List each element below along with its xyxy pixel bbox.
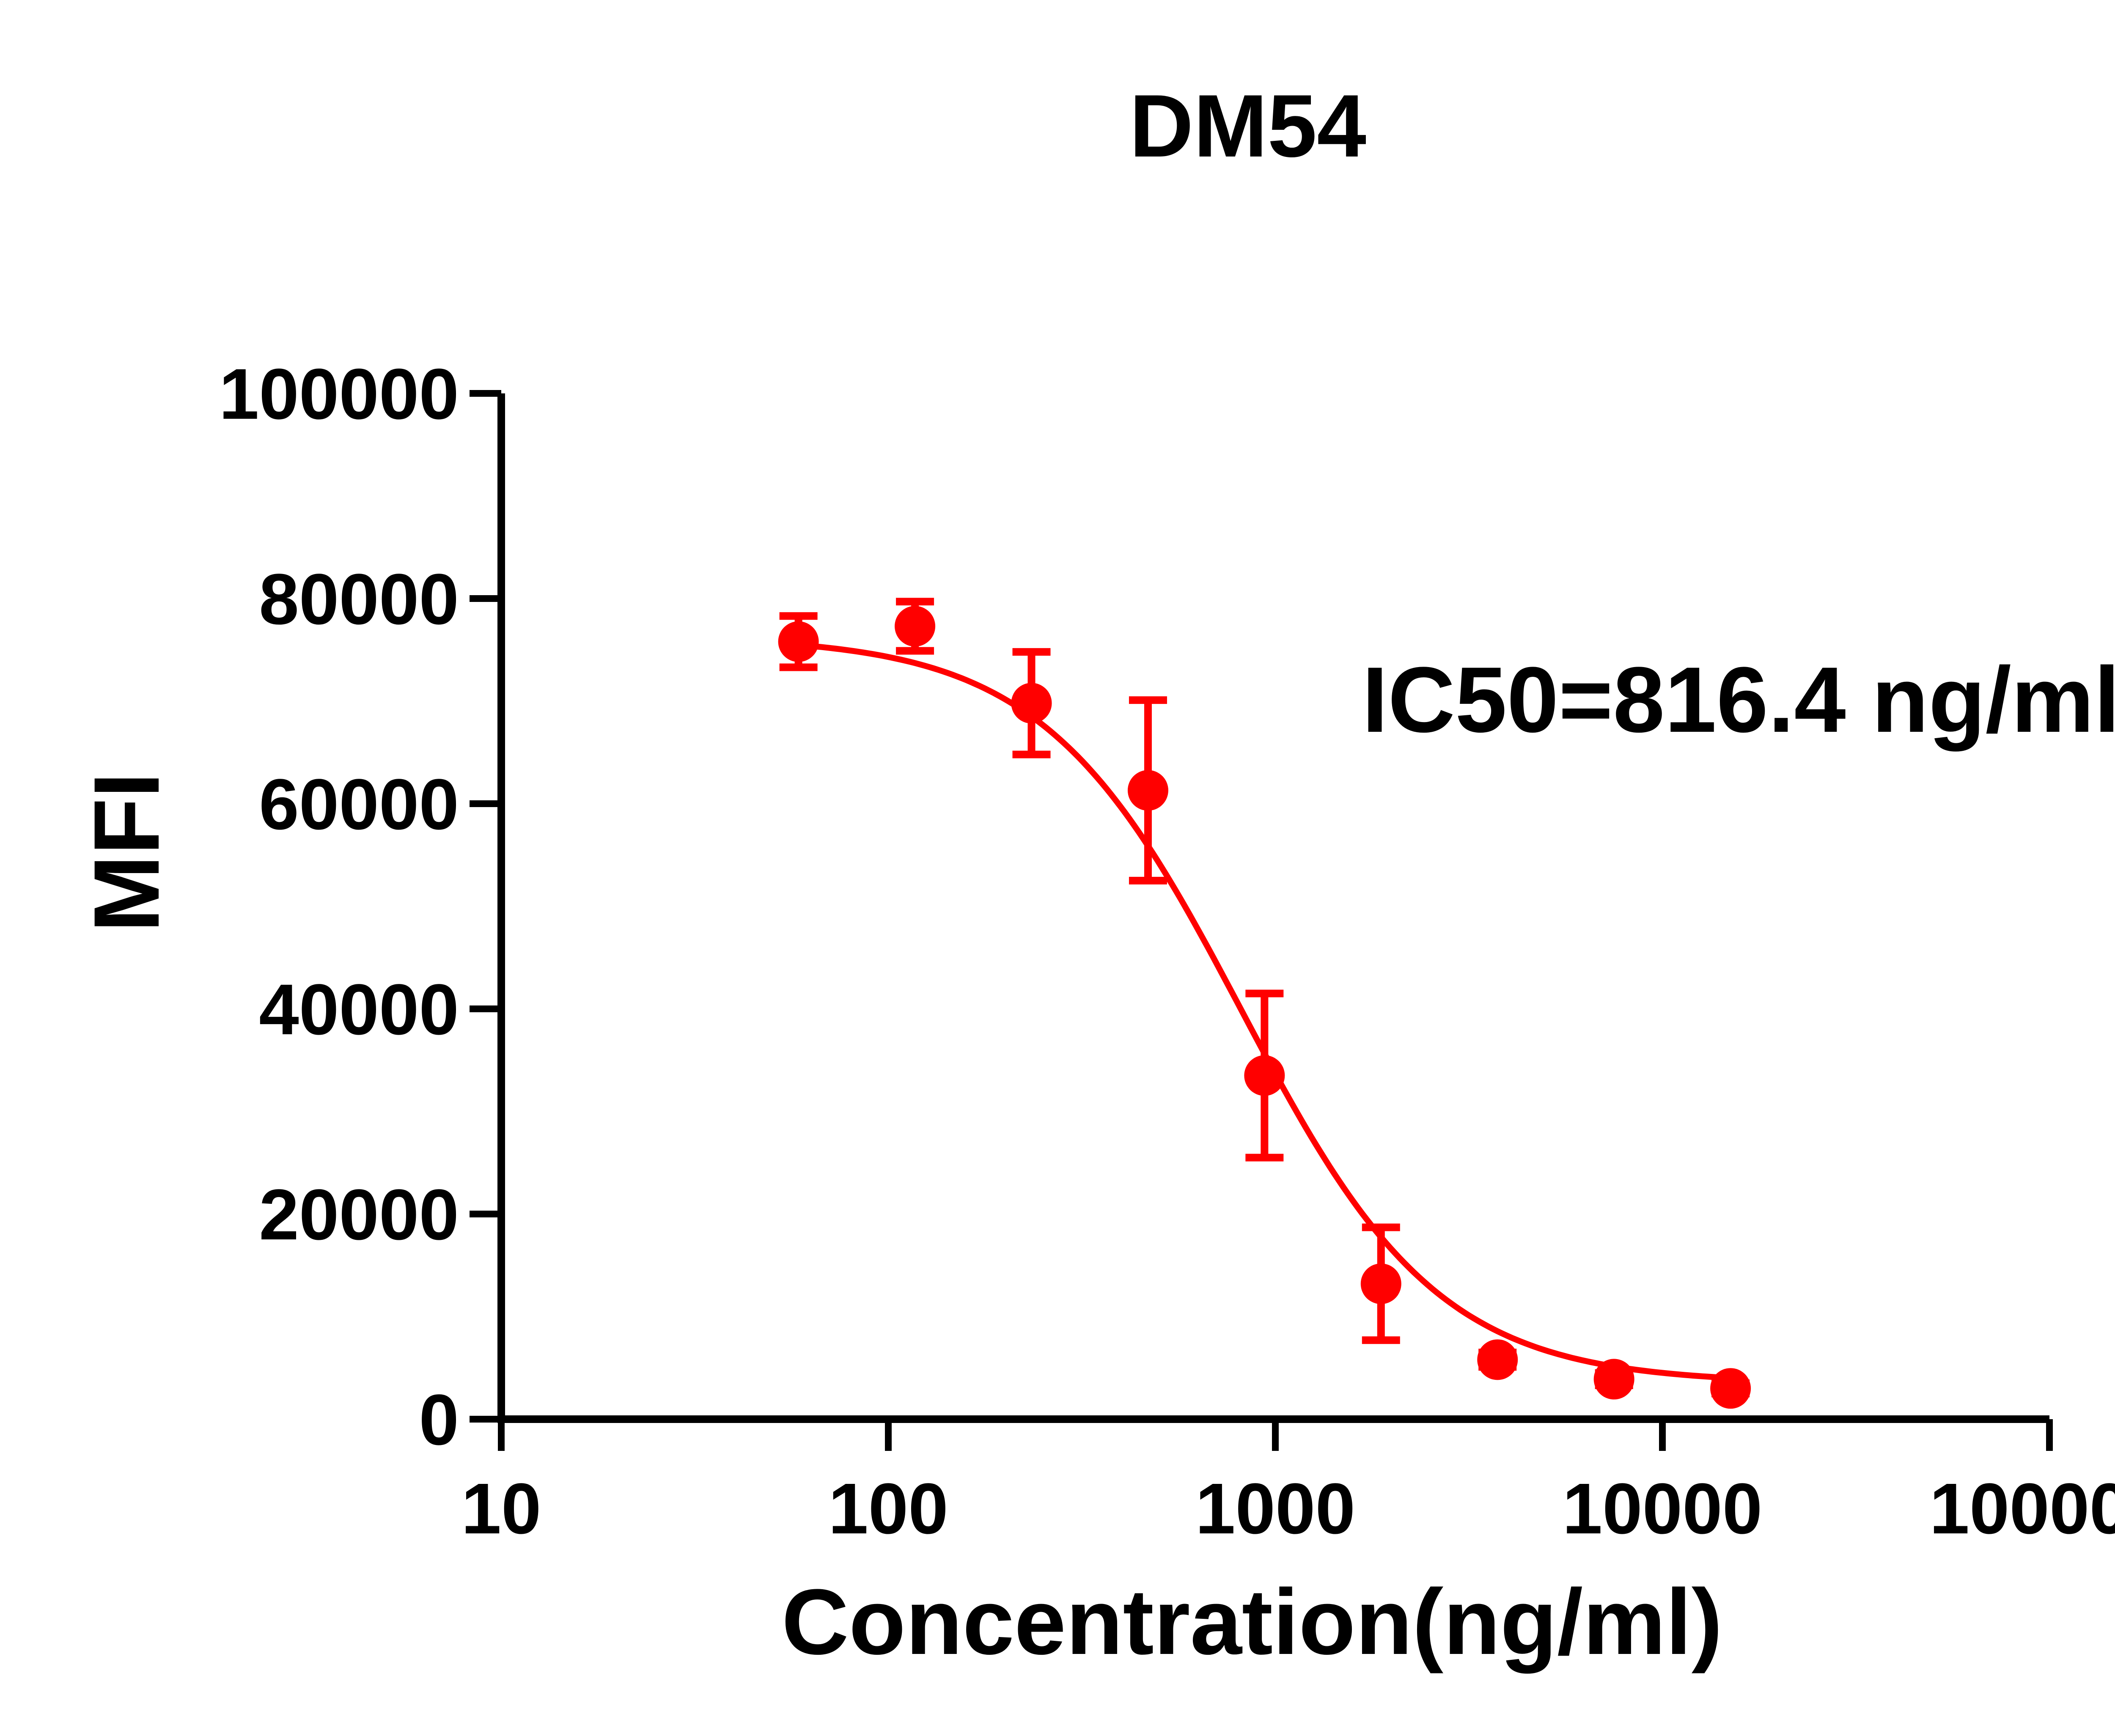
- x-tick-label: 100: [828, 1469, 948, 1549]
- data-point: [1477, 1339, 1518, 1380]
- data-point: [778, 621, 819, 662]
- y-axis-label: MFI: [74, 772, 179, 933]
- y-axis: 0 20000 40000 60000 80000 100000: [219, 354, 505, 1460]
- data-point: [895, 606, 936, 647]
- data-point: [1710, 1368, 1751, 1409]
- x-axis-label: Concentration(ng/ml): [782, 1570, 1722, 1674]
- y-tick-label: 20000: [259, 1175, 459, 1255]
- y-tick-label: 40000: [259, 970, 459, 1050]
- chart-title: DM54: [1129, 76, 1366, 176]
- x-tick-label: 10000: [1563, 1469, 1763, 1549]
- y-tick-label: 60000: [259, 764, 459, 845]
- x-tick-label: 1000: [1195, 1469, 1355, 1549]
- y-tick-label: 100000: [219, 354, 459, 434]
- y-tick-label: 0: [419, 1380, 459, 1460]
- data-points: [778, 606, 1751, 1409]
- data-point: [1127, 770, 1168, 811]
- data-point: [1360, 1263, 1401, 1304]
- x-tick-label: 10: [461, 1469, 541, 1549]
- data-point: [1244, 1055, 1285, 1096]
- y-tick-label: 80000: [259, 559, 459, 640]
- x-axis: 10 100 1000 10000 100000: [461, 1415, 2115, 1549]
- data-point: [1593, 1359, 1634, 1400]
- x-tick-label: 100000: [1929, 1469, 2115, 1549]
- data-point: [1011, 683, 1052, 724]
- ic50-annotation: IC50=816.4 ng/ml: [1362, 648, 2115, 752]
